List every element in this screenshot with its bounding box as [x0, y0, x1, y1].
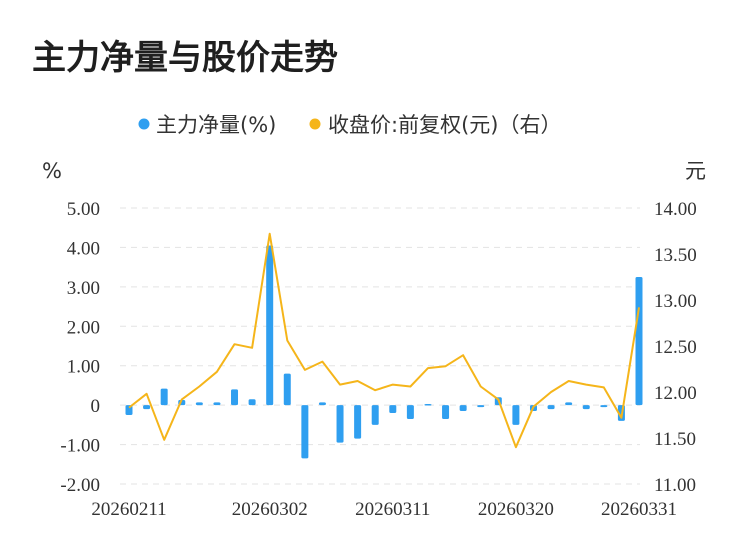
y-right-tick-label: 12.00	[654, 383, 697, 404]
y-right-tick-label: 11.50	[654, 429, 696, 450]
net-flow-bar	[635, 277, 643, 406]
net-flow-bar	[477, 405, 485, 408]
net-flow-bar	[248, 399, 256, 406]
y-left-tick-label: 3.00	[67, 278, 100, 299]
net-flow-bar	[195, 402, 203, 406]
y-right-tick-label: 11.00	[654, 475, 696, 496]
x-ticks: 20260211 20260302 20260311 20260320 20260331	[91, 499, 677, 520]
net-flow-bar	[213, 402, 221, 406]
y-left-tick-label: 1.00	[67, 357, 100, 378]
chart-title: 主力净量与股价走势	[32, 38, 338, 78]
y-right-ticks: 14.00 13.50 13.00 12.50 12.00 11.50 11.00	[654, 199, 697, 496]
net-flow-bar	[266, 245, 274, 406]
y-right-tick-label: 12.50	[654, 337, 697, 358]
net-flow-bar	[582, 405, 590, 410]
net-flow-bar	[600, 405, 608, 408]
net-flow-bar	[424, 403, 432, 406]
y-left-tick-label: 4.00	[67, 238, 100, 259]
legend-marker-close-price	[309, 118, 321, 130]
net-flow-bar	[406, 405, 414, 419]
x-tick-label: 20260302	[232, 499, 308, 520]
net-flow-bar	[442, 405, 450, 419]
net-flow-bar	[565, 402, 573, 406]
net-flow-bar	[512, 405, 520, 425]
y-right-tick-label: 13.50	[654, 245, 697, 266]
net-flow-bar	[318, 402, 326, 406]
legend-marker-net-flow	[138, 118, 150, 130]
net-flow-bar	[160, 388, 168, 406]
y-left-tick-label: -2.00	[60, 475, 100, 496]
y-left-ticks: 5.00 4.00 3.00 2.00 1.00 0 -1.00 -2.00	[60, 199, 100, 496]
x-tick-label: 20260211	[91, 499, 166, 520]
net-flow-bar	[283, 373, 291, 406]
x-tick-label: 20260311	[355, 499, 430, 520]
net-flow-bar	[547, 405, 555, 410]
legend-label-net-flow: 主力净量(%)	[156, 113, 276, 137]
y-left-unit: %	[42, 159, 62, 183]
net-flow-bar	[459, 405, 467, 412]
net-flow-bar	[354, 405, 362, 439]
y-left-tick-label: 0	[91, 396, 101, 417]
close-price-line-group	[128, 232, 640, 449]
y-left-tick-label: 2.00	[67, 317, 100, 338]
close-price-line	[128, 232, 640, 449]
y-left-tick-label: 5.00	[67, 199, 100, 220]
net-flow-bar	[231, 389, 239, 406]
x-tick-label: 20260331	[601, 499, 677, 520]
y-right-tick-label: 14.00	[654, 199, 697, 220]
grid	[120, 207, 640, 485]
net-flow-bar	[389, 405, 397, 414]
net-flow-bar	[301, 405, 309, 459]
y-right-unit: 元	[685, 159, 706, 183]
y-right-tick-label: 13.00	[654, 291, 697, 312]
x-tick-label: 20260320	[478, 499, 554, 520]
net-flow-bar	[125, 405, 133, 415]
net-flow-bar	[336, 405, 344, 443]
net-flow-bar	[371, 405, 379, 425]
net-flow-bar	[143, 405, 151, 410]
legend-label-close-price: 收盘价:前复权(元)（右）	[328, 113, 561, 137]
net-flow-bars	[125, 245, 643, 459]
y-left-tick-label: -1.00	[60, 436, 100, 457]
legend: 主力净量(%) 收盘价:前复权(元)（右）	[138, 113, 561, 137]
